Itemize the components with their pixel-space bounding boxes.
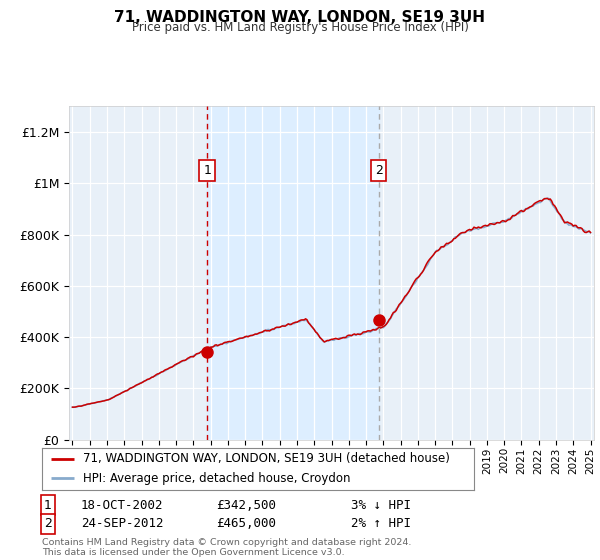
Text: 2: 2 [44, 517, 52, 530]
Text: 2: 2 [375, 164, 383, 177]
Text: 71, WADDINGTON WAY, LONDON, SE19 3UH: 71, WADDINGTON WAY, LONDON, SE19 3UH [115, 10, 485, 25]
Text: 71, WADDINGTON WAY, LONDON, SE19 3UH (detached house): 71, WADDINGTON WAY, LONDON, SE19 3UH (de… [83, 452, 450, 465]
Text: 1: 1 [44, 498, 52, 512]
Text: 2% ↑ HPI: 2% ↑ HPI [351, 517, 411, 530]
Text: £342,500: £342,500 [216, 498, 276, 512]
Text: 1: 1 [203, 164, 211, 177]
Text: £465,000: £465,000 [216, 517, 276, 530]
Text: HPI: Average price, detached house, Croydon: HPI: Average price, detached house, Croy… [83, 472, 350, 485]
Text: 24-SEP-2012: 24-SEP-2012 [81, 517, 163, 530]
Text: 3% ↓ HPI: 3% ↓ HPI [351, 498, 411, 512]
Text: Price paid vs. HM Land Registry's House Price Index (HPI): Price paid vs. HM Land Registry's House … [131, 21, 469, 34]
Bar [207, 106, 379, 440]
Text: Contains HM Land Registry data © Crown copyright and database right 2024.
This d: Contains HM Land Registry data © Crown c… [42, 538, 412, 557]
Text: 18-OCT-2002: 18-OCT-2002 [81, 498, 163, 512]
